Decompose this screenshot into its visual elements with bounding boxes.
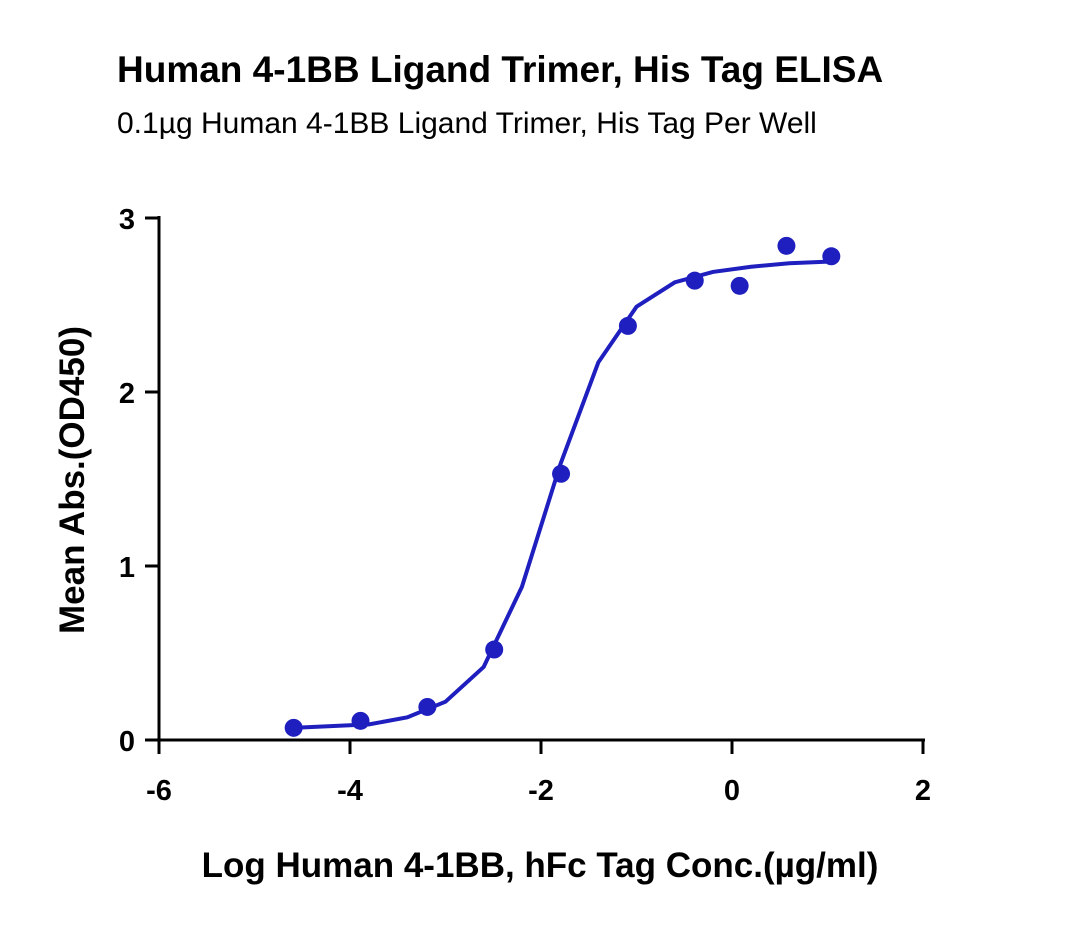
data-point (418, 697, 437, 716)
chart-subtitle: 0.1µg Human 4-1BB Ligand Trimer, His Tag… (117, 107, 817, 140)
x-tick-label: 0 (724, 775, 740, 807)
data-point (552, 464, 571, 483)
data-point (730, 276, 749, 295)
y-tick-label: 3 (119, 204, 135, 236)
data-point (284, 718, 303, 737)
data-point (485, 640, 504, 659)
y-axis-label: Mean Abs.(OD450) (53, 326, 92, 634)
data-point (351, 711, 370, 730)
data-point (777, 236, 796, 255)
chart-title: Human 4-1BB Ligand Trimer, His Tag ELISA (117, 49, 883, 90)
x-tick-label: 2 (915, 775, 931, 807)
x-tick-label: -2 (528, 775, 554, 807)
x-tick-label: -4 (337, 775, 363, 807)
y-tick-label: 1 (119, 552, 135, 584)
data-point (618, 316, 637, 335)
data-point (685, 271, 704, 290)
y-tick-label: 0 (119, 726, 135, 758)
data-point (822, 247, 841, 266)
x-tick-label: -6 (146, 775, 172, 807)
y-tick-label: 2 (119, 378, 135, 410)
fit-curve (292, 259, 832, 730)
x-axis-label: Log Human 4-1BB, hFc Tag Conc.(µg/ml) (202, 846, 879, 885)
